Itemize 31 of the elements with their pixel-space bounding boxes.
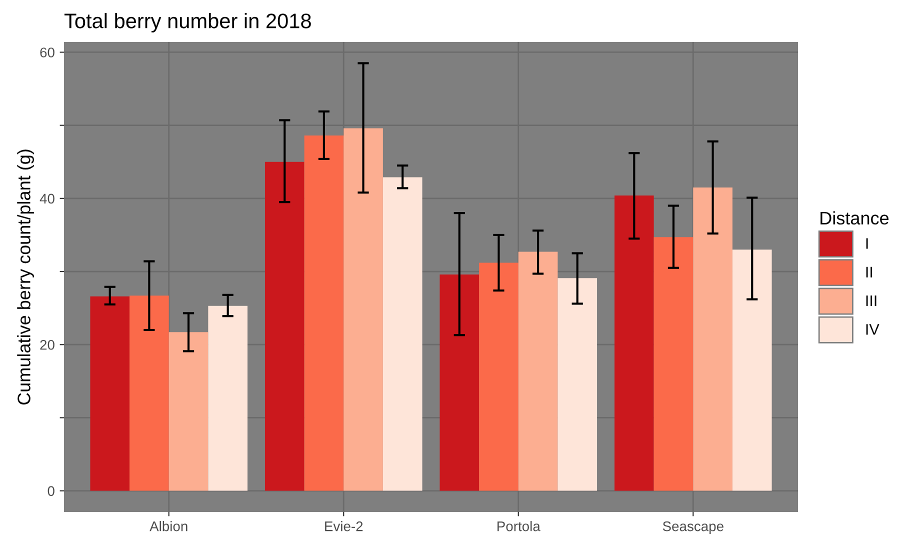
y-tick-label: 60 (40, 48, 54, 58)
bar (382, 177, 422, 491)
x-tick-label: Seascape (662, 521, 724, 534)
y-tick-label: 0 (48, 486, 54, 496)
x-tick-label: Evie-2 (325, 521, 363, 532)
bar (90, 296, 130, 491)
bar (440, 274, 480, 491)
bar (614, 196, 654, 491)
y-tick-label: 40 (40, 194, 54, 204)
x-tick-label: Albion (150, 521, 188, 532)
bar (344, 128, 383, 491)
y-axis-title: Cumulative berry count/plant (g) (17, 150, 34, 405)
legend-title: Distance (820, 211, 889, 225)
chart-title: Total berry number in 2018 (64, 13, 311, 32)
bar (479, 262, 518, 491)
legend-label: II (866, 266, 872, 278)
bar (558, 278, 598, 491)
bar (264, 162, 304, 491)
bar (208, 306, 248, 491)
bar (693, 187, 732, 491)
y-tick-label: 20 (40, 340, 54, 350)
legend-label: IV (866, 324, 880, 335)
x-tick-label: Portola (498, 521, 540, 532)
bar (518, 252, 558, 491)
bar (304, 136, 344, 491)
legend-label: I (866, 238, 868, 249)
bar (654, 237, 694, 491)
bar (130, 296, 169, 491)
bar (732, 250, 772, 491)
bar (168, 332, 208, 491)
legend-label: III (866, 296, 876, 306)
